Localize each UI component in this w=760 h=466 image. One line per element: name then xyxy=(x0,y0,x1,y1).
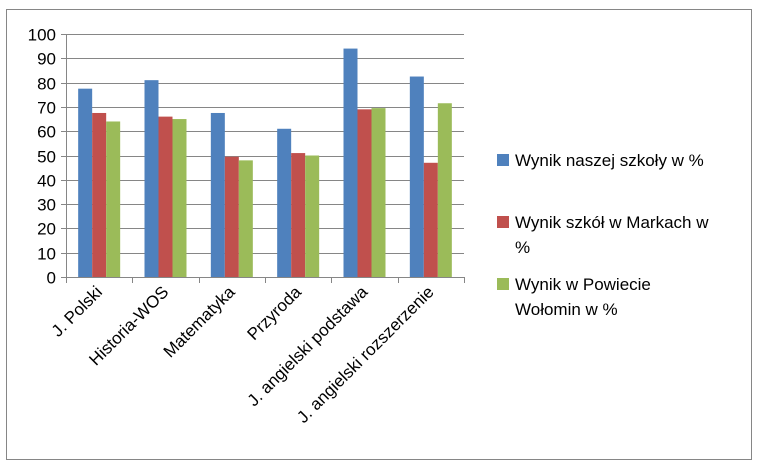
x-category-label: J. Polski xyxy=(48,282,106,340)
y-tick-label: 30 xyxy=(37,196,56,215)
axes xyxy=(66,34,465,283)
legend-label: % xyxy=(515,238,530,257)
legend-swatch xyxy=(497,154,509,166)
x-category-label: Przyroda xyxy=(243,282,305,344)
bar xyxy=(305,155,320,277)
bar xyxy=(238,160,253,277)
legend-label: Wynik w Powiecie xyxy=(515,275,651,294)
bars xyxy=(78,48,452,278)
y-tick-label: 10 xyxy=(37,245,56,264)
gridlines xyxy=(61,34,464,278)
y-tick-label: 80 xyxy=(37,75,56,94)
y-tick-label: 50 xyxy=(37,148,56,167)
bar xyxy=(423,162,438,277)
x-category-label: J. angielski rozszerzenie xyxy=(293,282,437,426)
bar xyxy=(409,76,424,277)
bar xyxy=(78,88,93,277)
legend-swatch xyxy=(497,216,509,228)
bar xyxy=(172,119,187,277)
bar xyxy=(106,121,121,277)
bar xyxy=(158,116,173,278)
y-tick-label: 40 xyxy=(37,172,56,191)
bar xyxy=(210,112,225,277)
bar xyxy=(224,156,239,277)
y-tick-label: 20 xyxy=(37,220,56,239)
bar xyxy=(144,80,159,277)
legend-label: Wołomin w % xyxy=(515,300,618,319)
x-category-label: J. angielski podstawa xyxy=(244,282,372,410)
legend-swatch xyxy=(497,278,509,290)
y-axis-tick-labels: 0 10 20 30 40 50 60 70 80 90 100 xyxy=(28,26,56,288)
bar xyxy=(437,103,452,277)
y-tick-label: 70 xyxy=(37,99,56,118)
y-tick-label: 100 xyxy=(28,26,56,45)
bar xyxy=(92,112,107,277)
legend: Wynik naszej szkoły w % Wynik szkół w Mar… xyxy=(497,151,709,319)
y-tick-label: 60 xyxy=(37,123,56,142)
bar xyxy=(357,109,372,277)
x-category-label: Matematyka xyxy=(160,282,239,361)
bar xyxy=(371,108,386,278)
legend-label: Wynik naszej szkoły w % xyxy=(515,151,704,170)
bar xyxy=(343,48,358,277)
legend-label: Wynik szkół w Markach w xyxy=(515,213,709,232)
y-tick-label: 90 xyxy=(37,50,56,69)
bar xyxy=(291,153,306,277)
y-tick-label: 0 xyxy=(47,269,56,288)
bar xyxy=(277,128,292,277)
